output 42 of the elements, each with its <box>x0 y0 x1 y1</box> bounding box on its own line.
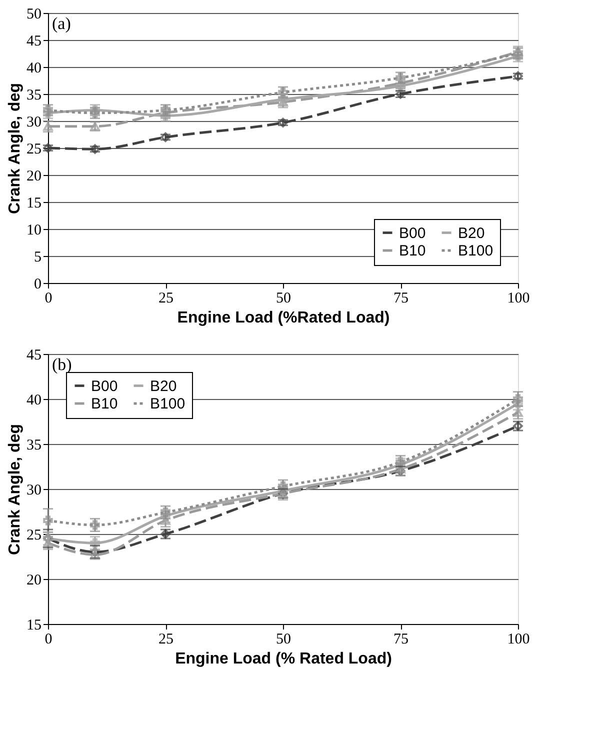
y-tick-label: 40 <box>26 392 42 408</box>
legend-label: B100 <box>458 242 494 260</box>
y-tick-label: 30 <box>26 482 42 498</box>
y-tick-label: 15 <box>26 618 42 634</box>
legend-label: B00 <box>91 378 118 395</box>
annotation: (b) <box>52 355 72 374</box>
y-tick-label: 45 <box>26 348 42 364</box>
y-tick-label: 15 <box>26 196 42 212</box>
legend-label: B10 <box>91 396 118 412</box>
annotation: (a) <box>52 14 71 33</box>
y-tick-label: 10 <box>26 222 42 238</box>
y-tick-label: 0 <box>34 276 42 292</box>
x-tick-label: 25 <box>158 290 174 306</box>
y-tick-label: 30 <box>26 114 42 130</box>
y-tick-label: 35 <box>26 88 42 104</box>
y-tick-label: 50 <box>26 6 42 22</box>
y-axis-title: Crank Angle, deg <box>6 83 24 214</box>
x-tick-label: 100 <box>507 632 530 648</box>
legend-label: B20 <box>150 378 177 395</box>
legend-label: B100 <box>150 396 186 412</box>
y-tick-label: 20 <box>26 168 42 184</box>
y-tick-label: 40 <box>26 60 42 76</box>
x-tick-label: 25 <box>158 632 174 648</box>
x-tick-label: 50 <box>276 290 291 306</box>
x-tick-label: 75 <box>394 290 408 306</box>
y-tick-label: 20 <box>26 572 42 588</box>
y-tick-label: 25 <box>26 528 42 544</box>
x-tick-label: 100 <box>507 290 530 306</box>
x-tick-label: 0 <box>44 632 52 648</box>
y-tick-label: 35 <box>26 438 42 454</box>
y-tick-label: 45 <box>26 34 42 50</box>
x-tick-label: 0 <box>44 290 52 306</box>
legend-label: B00 <box>399 224 426 242</box>
x-axis-title: Engine Load (%Rated Load) <box>177 310 390 326</box>
x-tick-label: 50 <box>276 632 291 648</box>
legend-label: B10 <box>399 242 426 260</box>
y-axis-title: Crank Angle, deg <box>6 424 24 555</box>
x-axis-title: Engine Load (% Rated Load) <box>175 650 392 668</box>
x-tick-label: 75 <box>394 632 408 648</box>
y-tick-label: 5 <box>34 250 42 266</box>
y-tick-label: 25 <box>26 142 42 158</box>
legend-label: B20 <box>458 224 485 242</box>
